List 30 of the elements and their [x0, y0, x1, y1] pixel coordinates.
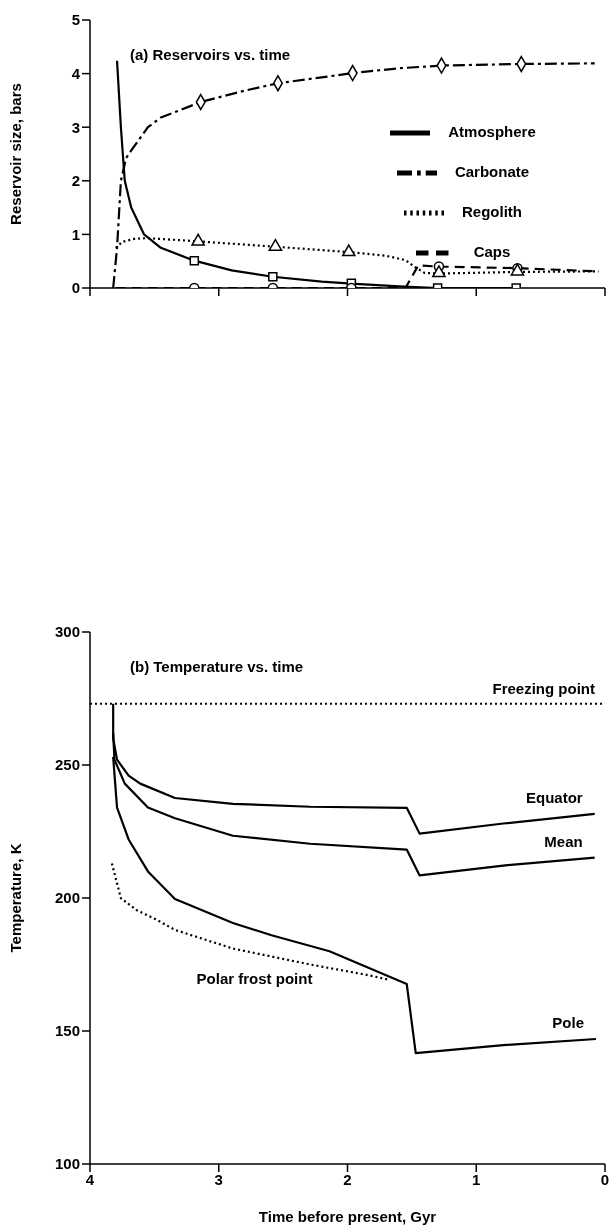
ref-line-label: Freezing point	[492, 679, 595, 697]
y-tick-label: 1	[71, 225, 80, 243]
series-label: Polar frost point	[196, 970, 313, 988]
y-axis-title: Reservoir size, bars	[7, 83, 25, 225]
y-tick-label: 100	[54, 1155, 80, 1173]
text: (a) Reservoirs vs. time	[130, 46, 291, 63]
x-tick-label: 4	[85, 1170, 95, 1188]
y-tick-label: 0	[71, 279, 80, 297]
y-tick-label: 300	[54, 623, 80, 641]
y-tick-label: 200	[54, 889, 80, 907]
x-tick-label: 3	[214, 1170, 223, 1188]
legend-label: Caps	[473, 243, 511, 261]
text: (b) Temperature vs. time	[130, 658, 304, 675]
legend-label: Regolith	[462, 203, 522, 221]
series-label: Mean	[544, 832, 583, 850]
series-label: Pole	[552, 1013, 584, 1031]
x-tick-label: 2	[343, 1170, 352, 1188]
y-tick-label: 150	[54, 1022, 80, 1040]
y-tick-label: 5	[71, 11, 80, 29]
legend-label: Carbonate	[454, 163, 530, 181]
legend-label: Atmosphere	[448, 123, 536, 141]
x-axis-title: Time before present, Gyr	[258, 1208, 437, 1225]
y-axis-title: Temperature, K	[7, 843, 25, 953]
y-tick-label: 2	[71, 172, 80, 190]
x-tick-label: 1	[472, 1170, 481, 1188]
x-tick-label: 0	[600, 1170, 610, 1188]
series-label: Equator	[526, 788, 583, 806]
y-tick-label: 250	[54, 756, 80, 774]
y-tick-label: 4	[71, 64, 81, 82]
y-tick-label: 3	[71, 118, 80, 136]
